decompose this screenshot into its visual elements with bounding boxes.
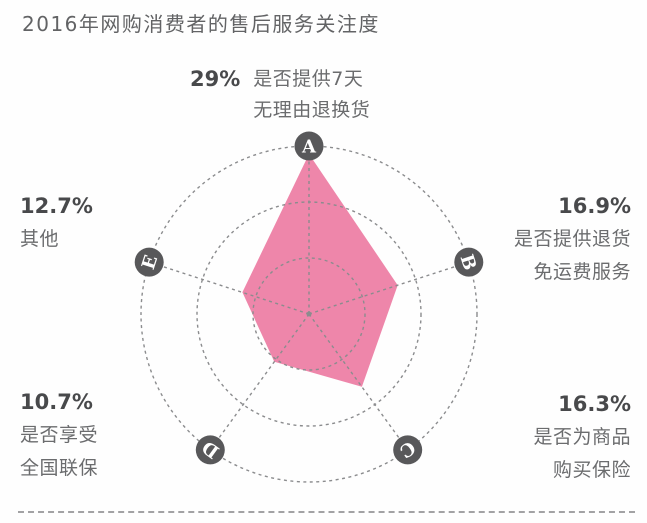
axis-text-C2: 购买保险 [552, 459, 631, 481]
radar-grid-ring [252, 257, 366, 371]
radar-grid-ring [140, 145, 478, 483]
axis-node-D [195, 435, 225, 465]
axis-text-B2: 免运费服务 [533, 261, 631, 283]
divider-dashed-line [18, 511, 635, 513]
axis-label-D: 10.7% 是否享受 全国联保 [20, 386, 98, 485]
axis-node-letter-B: B [456, 252, 481, 273]
axis-text-B: 是否提供退货 [513, 228, 631, 250]
axis-node-C [393, 435, 423, 465]
axis-node-B [454, 247, 484, 277]
axis-node-A [294, 131, 324, 161]
radar-center-dot [306, 311, 312, 317]
axis-text-D2: 全国联保 [20, 457, 99, 479]
axis-text-E: 其他 [20, 228, 60, 250]
chart-title: 2016年网购消费者的售后服务关注度 [22, 12, 380, 36]
radar-data-polygon [242, 154, 398, 387]
axis-value-C: 16.3% [558, 392, 631, 416]
axis-label-E: 12.7% 其他 [20, 190, 93, 256]
axis-value-D: 10.7% [20, 390, 93, 414]
axis-label-A: 29% 是否提供7天 无理由退换货 [190, 64, 370, 126]
axis-node-letter-A: A [301, 137, 317, 158]
axis-value-B: 16.9% [558, 194, 631, 218]
axis-value-E: 12.7% [20, 194, 93, 218]
axis-label-B: 16.9% 是否提供退货 免运费服务 [514, 190, 631, 289]
axis-text-C: 是否为商品 [533, 426, 631, 448]
axis-node-E [134, 247, 164, 277]
axis-node-letter-E: E [138, 253, 162, 273]
axis-label-C: 16.3% 是否为商品 购买保险 [533, 388, 631, 487]
axis-text-D: 是否享受 [20, 424, 99, 446]
axis-value-A: 29% [190, 67, 241, 91]
axis-text-A: 是否提供7天 无理由退换货 [253, 68, 371, 121]
